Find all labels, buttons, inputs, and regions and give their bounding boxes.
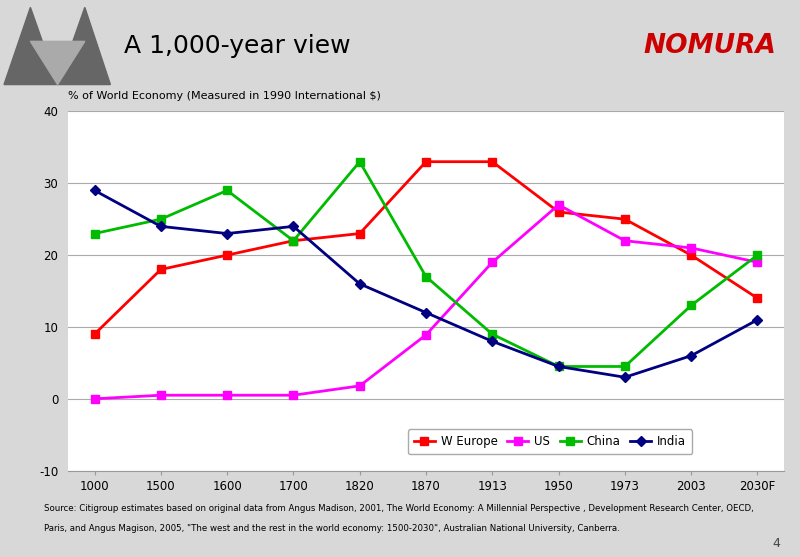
US: [753, 259, 762, 266]
US: [686, 245, 696, 251]
W Europe: [222, 252, 232, 258]
China: [156, 216, 166, 222]
India: [554, 363, 563, 370]
India: [156, 223, 166, 229]
Polygon shape: [30, 41, 85, 85]
W Europe: [90, 331, 99, 338]
W Europe: [355, 230, 365, 237]
India: [487, 338, 497, 345]
US: [355, 383, 365, 389]
W Europe: [421, 158, 430, 165]
US: [421, 331, 430, 338]
Text: Paris, and Angus Magison, 2005, "The west and the rest in the world economy: 150: Paris, and Angus Magison, 2005, "The wes…: [44, 524, 620, 532]
Text: Source: Citigroup estimates based on original data from Angus Madison, 2001, The: Source: Citigroup estimates based on ori…: [44, 504, 754, 513]
India: [620, 374, 630, 380]
India: [686, 353, 696, 359]
China: [554, 363, 563, 370]
China: [620, 363, 630, 370]
India: [355, 281, 365, 287]
China: [90, 230, 99, 237]
W Europe: [620, 216, 630, 222]
Text: A 1,000-year view: A 1,000-year view: [124, 34, 350, 58]
India: [289, 223, 298, 229]
W Europe: [554, 209, 563, 216]
China: [686, 302, 696, 309]
Line: W Europe: W Europe: [90, 158, 762, 338]
India: [222, 230, 232, 237]
W Europe: [289, 237, 298, 244]
Line: China: China: [90, 158, 762, 370]
US: [156, 392, 166, 399]
US: [289, 392, 298, 399]
China: [421, 273, 430, 280]
Line: India: India: [90, 187, 762, 381]
China: [355, 158, 365, 165]
India: [90, 187, 99, 194]
US: [90, 395, 99, 402]
Line: US: US: [90, 201, 762, 403]
Polygon shape: [58, 7, 110, 85]
China: [222, 187, 232, 194]
China: [487, 331, 497, 338]
US: [620, 237, 630, 244]
Text: 4: 4: [772, 538, 780, 550]
China: [289, 237, 298, 244]
US: [222, 392, 232, 399]
Text: % of World Economy (Measured in 1990 International $): % of World Economy (Measured in 1990 Int…: [68, 91, 381, 101]
India: [421, 309, 430, 316]
Polygon shape: [4, 7, 58, 85]
Text: NOMURA: NOMURA: [643, 33, 776, 59]
India: [753, 316, 762, 323]
China: [753, 252, 762, 258]
W Europe: [156, 266, 166, 273]
W Europe: [686, 252, 696, 258]
W Europe: [753, 295, 762, 301]
US: [554, 202, 563, 208]
Legend: W Europe, US, China, India: W Europe, US, China, India: [408, 429, 692, 454]
W Europe: [487, 158, 497, 165]
US: [487, 259, 497, 266]
